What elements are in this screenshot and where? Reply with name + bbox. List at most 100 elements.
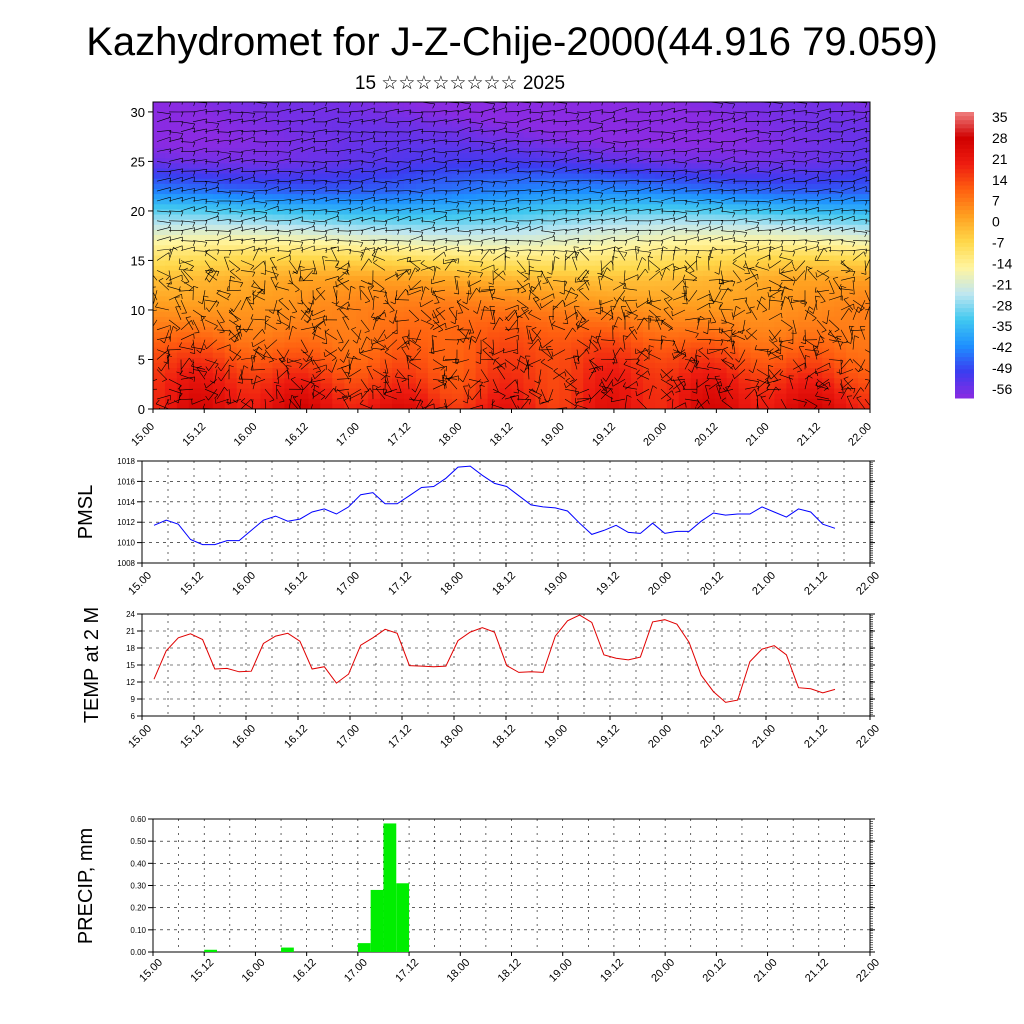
wind-barb-feather bbox=[321, 396, 326, 400]
field-cell bbox=[559, 332, 572, 338]
wind-barb-feather bbox=[732, 412, 733, 417]
wind-barb bbox=[730, 335, 734, 350]
field-cell bbox=[332, 337, 345, 344]
field-cell bbox=[475, 255, 489, 262]
field-cell bbox=[846, 158, 859, 164]
field-cell bbox=[451, 127, 465, 134]
field-cell bbox=[236, 275, 250, 282]
field-cell bbox=[571, 112, 584, 118]
field-cell bbox=[666, 178, 680, 185]
field-cell bbox=[642, 296, 656, 303]
field-cell bbox=[356, 245, 369, 251]
wind-barb-feather bbox=[580, 320, 586, 323]
wind-barb-feather bbox=[217, 376, 222, 382]
wind-barb-feather bbox=[225, 401, 231, 404]
field-cell bbox=[559, 235, 572, 241]
field-cell bbox=[858, 383, 870, 390]
field-cell bbox=[332, 403, 345, 409]
field-cell bbox=[858, 250, 870, 257]
field-cell bbox=[834, 183, 847, 190]
field-cell bbox=[654, 132, 668, 139]
wind-barb bbox=[192, 339, 196, 354]
field-cell bbox=[332, 173, 345, 180]
field-cell bbox=[726, 137, 740, 144]
field-cell bbox=[846, 153, 859, 159]
field-cell bbox=[272, 250, 286, 257]
field-cell bbox=[702, 388, 716, 395]
wind-barb bbox=[384, 375, 386, 390]
field-cell bbox=[631, 265, 644, 272]
field-cell bbox=[380, 398, 393, 405]
field-cell bbox=[642, 163, 656, 170]
wind-barb bbox=[347, 308, 362, 311]
field-cell bbox=[415, 306, 429, 313]
field-cell bbox=[738, 168, 752, 175]
wind-barb-feather bbox=[384, 389, 388, 395]
field-cell bbox=[690, 296, 704, 303]
field-cell bbox=[559, 362, 572, 369]
field-cell bbox=[260, 291, 274, 298]
field-cell bbox=[559, 219, 572, 226]
field-cell bbox=[320, 342, 333, 349]
field-cell bbox=[212, 163, 226, 170]
field-cell bbox=[631, 204, 644, 211]
wind-barb bbox=[153, 291, 158, 301]
wind-barb-feather bbox=[551, 351, 554, 357]
field-cell bbox=[248, 306, 262, 313]
field-cell bbox=[153, 362, 166, 369]
field-cell bbox=[738, 301, 752, 308]
field-cell bbox=[212, 352, 226, 359]
field-cell bbox=[523, 347, 536, 354]
field-cell bbox=[666, 311, 680, 318]
field-cell bbox=[798, 362, 811, 369]
field-cell bbox=[164, 102, 178, 108]
field-cell bbox=[702, 224, 716, 231]
field-cell bbox=[690, 342, 704, 349]
field-cell bbox=[642, 240, 656, 246]
field-cell bbox=[188, 240, 202, 246]
field-cell bbox=[631, 224, 644, 231]
field-cell bbox=[678, 214, 692, 221]
field-cell bbox=[212, 306, 226, 313]
field-cell bbox=[738, 393, 752, 400]
field-cell bbox=[260, 270, 274, 277]
wind-barb-feather bbox=[322, 314, 325, 320]
field-cell bbox=[260, 250, 274, 257]
wind-barb bbox=[467, 389, 470, 404]
field-cell bbox=[511, 398, 525, 405]
field-cell bbox=[392, 398, 405, 405]
field-cell bbox=[858, 373, 870, 379]
field-cell bbox=[774, 240, 787, 246]
field-cell bbox=[690, 240, 704, 246]
wind-barb bbox=[372, 339, 385, 348]
wind-barb bbox=[340, 339, 350, 352]
wind-barb bbox=[856, 397, 866, 409]
field-cell bbox=[427, 398, 441, 405]
field-cell bbox=[666, 209, 680, 216]
wind-barb bbox=[216, 309, 225, 322]
field-cell bbox=[846, 368, 859, 374]
field-cell bbox=[750, 301, 764, 308]
field-cell bbox=[164, 311, 178, 318]
field-cell bbox=[176, 327, 190, 333]
field-cell bbox=[392, 332, 405, 338]
field-cell bbox=[642, 327, 656, 333]
field-cell bbox=[475, 107, 489, 113]
field-cell bbox=[296, 255, 309, 262]
field-cell bbox=[260, 153, 274, 159]
field-cell bbox=[834, 306, 847, 313]
field-cell bbox=[607, 148, 620, 154]
field-cell bbox=[714, 112, 728, 118]
field-cell bbox=[523, 219, 536, 226]
field-cell bbox=[858, 281, 870, 287]
field-cell bbox=[535, 362, 548, 369]
wind-barb-feather bbox=[293, 395, 299, 398]
field-cell bbox=[487, 112, 501, 118]
field-cell bbox=[654, 183, 668, 190]
wind-barb-feather bbox=[344, 371, 350, 374]
field-cell bbox=[487, 383, 501, 390]
field-cell bbox=[535, 137, 548, 144]
wind-barb-feather bbox=[202, 403, 206, 409]
field-cell bbox=[583, 255, 596, 262]
field-cell bbox=[368, 301, 381, 308]
